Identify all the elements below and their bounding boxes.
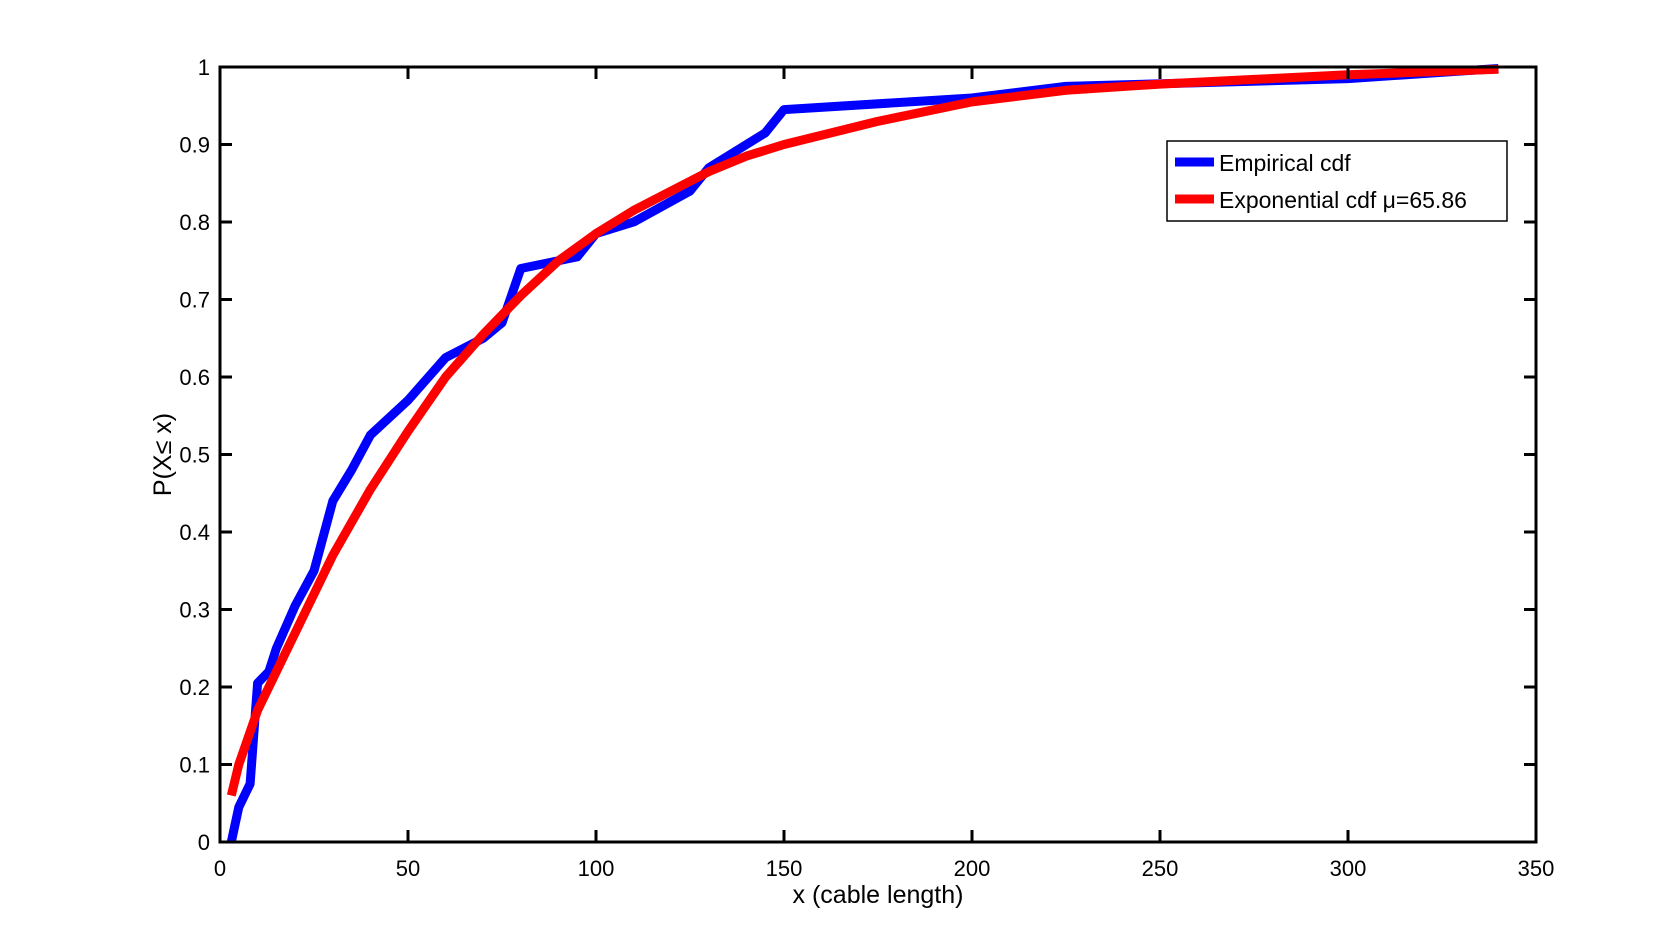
y-tick-label: 0.2 bbox=[179, 675, 210, 700]
legend: Empirical cdf Exponential cdf μ=65.86 bbox=[1166, 140, 1508, 222]
axes: 0 50 100 150 200 250 300 350 0 0.1 0.2 0.3 0.4 0.5 0.6… bbox=[179, 55, 1554, 881]
x-tick-label: 300 bbox=[1330, 856, 1367, 881]
legend-entry-label: Empirical cdf bbox=[1219, 150, 1351, 176]
x-tick-label: 350 bbox=[1518, 856, 1555, 881]
y-tick-label: 0.7 bbox=[179, 288, 210, 313]
y-tick-label: 0.1 bbox=[179, 753, 210, 778]
y-tick-label: 1 bbox=[198, 55, 210, 80]
y-axis-label: P(X≤ x) bbox=[149, 413, 177, 496]
y-tick-label: 0.9 bbox=[179, 133, 210, 158]
y-tick-label: 0.5 bbox=[179, 443, 210, 468]
legend-entry-label: Exponential cdf μ=65.86 bbox=[1219, 187, 1467, 213]
x-tick-label: 0 bbox=[214, 856, 226, 881]
x-tick-label: 50 bbox=[396, 856, 420, 881]
legend-box bbox=[1166, 140, 1508, 222]
y-tick-label: 0.4 bbox=[179, 520, 210, 545]
series-lines bbox=[226, 64, 1499, 843]
series-line-exponential-cdf bbox=[226, 64, 1499, 797]
x-axis-label: x (cable length) bbox=[793, 881, 964, 909]
x-tick-label: 250 bbox=[1142, 856, 1179, 881]
x-tick-label: 200 bbox=[954, 856, 991, 881]
y-tick-label: 0.3 bbox=[179, 598, 210, 623]
x-tick-label: 100 bbox=[578, 856, 615, 881]
y-tick-label: 0.6 bbox=[179, 365, 210, 390]
x-tick-label: 150 bbox=[766, 856, 803, 881]
y-tick-label: 0 bbox=[198, 830, 210, 855]
y-tick-label: 0.8 bbox=[179, 210, 210, 235]
